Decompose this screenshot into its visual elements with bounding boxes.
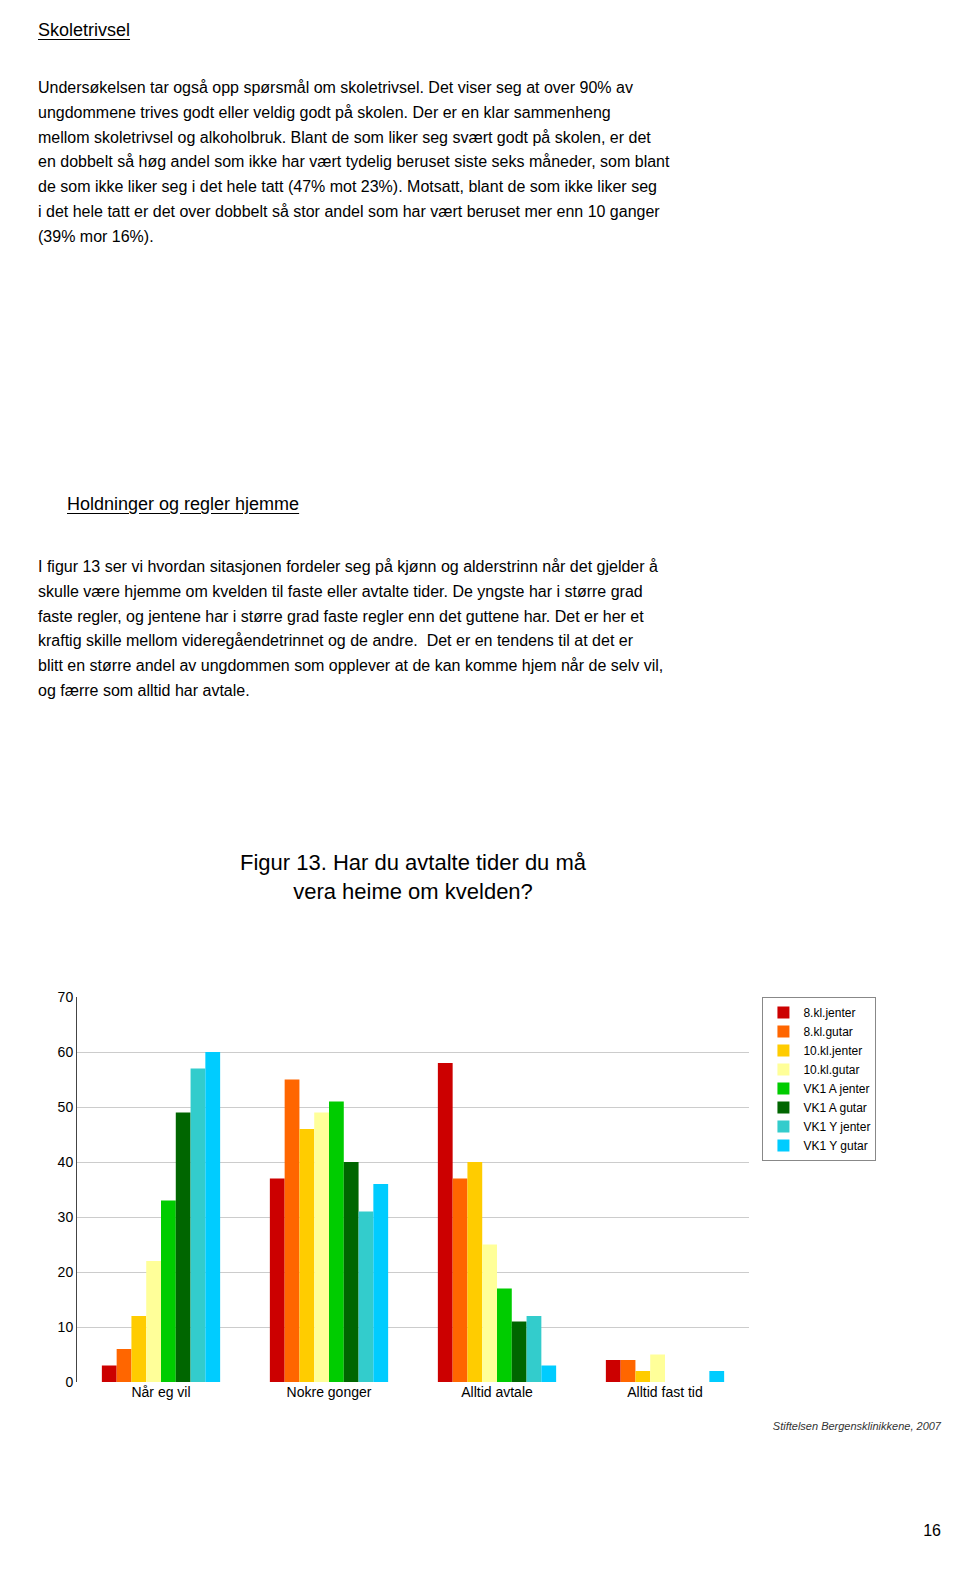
- html-text:Undersøkelsen tar også opp spø: Undersøkelsen tar også opp spørsmål om s…: [38, 79, 670, 245]
- svg-text:60: 60: [58, 1044, 74, 1060]
- html-text:I figur 13 ser vi hvordan sita: I figur 13 ser vi hvordan sitasjonen for…: [38, 558, 664, 699]
- svg-text:10: 10: [58, 1319, 74, 1335]
- svg-text:Alltid avtale: Alltid avtale: [461, 1384, 533, 1400]
- svg-text:8.kl.jenter: 8.kl.jenter: [803, 1006, 855, 1020]
- svg-text:20: 20: [58, 1264, 74, 1280]
- svg-text:VK1 Y jenter: VK1 Y jenter: [803, 1120, 870, 1134]
- svg-text:0: 0: [65, 1374, 73, 1390]
- svg-text:10.kl.gutar: 10.kl.gutar: [803, 1063, 859, 1077]
- svg-text:Figur 13. Har du avtalte tider: Figur 13. Har du avtalte tider du måvera…: [240, 850, 587, 904]
- svg-text:Alltid fast tid: Alltid fast tid: [627, 1384, 702, 1400]
- svg-text:70: 70: [58, 989, 74, 1005]
- svg-text:40: 40: [58, 1154, 74, 1170]
- html-text:Stiftelsen Bergensklinikkene,: Stiftelsen Bergensklinikkene, 2007: [772, 1420, 941, 1432]
- svg-text:10.kl.jenter: 10.kl.jenter: [803, 1044, 862, 1058]
- html-text:Holdninger og regler hjemme: Holdninger og regler hjemme: [67, 494, 300, 514]
- svg-text:30: 30: [58, 1209, 74, 1225]
- svg-text:50: 50: [58, 1099, 74, 1115]
- html-text:Skoletrivsel: Skoletrivsel: [38, 20, 130, 40]
- svg-text:VK1 Y gutar: VK1 Y gutar: [803, 1139, 867, 1153]
- svg-text:Nokre gonger: Nokre gonger: [287, 1384, 372, 1400]
- svg-text:VK1 A gutar: VK1 A gutar: [803, 1101, 866, 1115]
- html-text:16: 16: [923, 1522, 941, 1539]
- svg-text:VK1 A jenter: VK1 A jenter: [803, 1082, 869, 1096]
- svg-text:Når eg vil: Når eg vil: [131, 1384, 190, 1400]
- svg-text:8.kl.gutar: 8.kl.gutar: [803, 1025, 852, 1039]
